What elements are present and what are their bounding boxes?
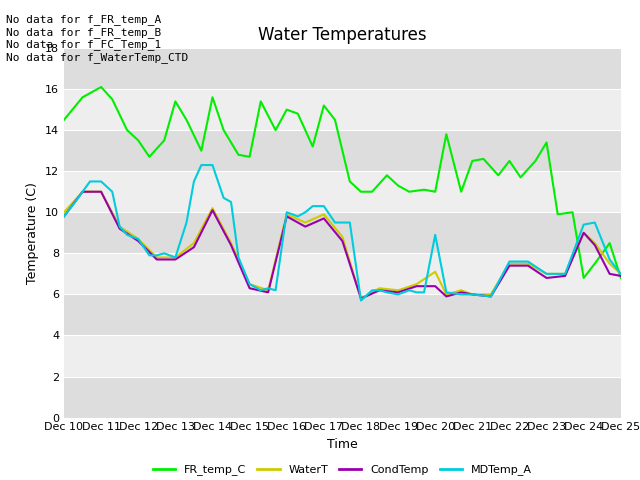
Text: No data for f_FR_temp_A
No data for f_FR_temp_B
No data for f_FC_Temp_1
No data : No data for f_FR_temp_A No data for f_FR… [6,14,189,63]
Bar [64,294,621,336]
Bar [64,171,621,212]
Bar [64,253,621,294]
Legend: FR_temp_C, WaterT, CondTemp, MDTemp_A: FR_temp_C, WaterT, CondTemp, MDTemp_A [148,460,536,480]
Bar [64,336,621,376]
Title: Water Temperatures: Water Temperatures [258,25,427,44]
Bar [64,376,621,418]
X-axis label: Time: Time [327,438,358,451]
Bar [64,130,621,171]
Y-axis label: Temperature (C): Temperature (C) [26,182,40,284]
Bar [64,48,621,89]
Bar [64,89,621,130]
Bar [64,212,621,253]
